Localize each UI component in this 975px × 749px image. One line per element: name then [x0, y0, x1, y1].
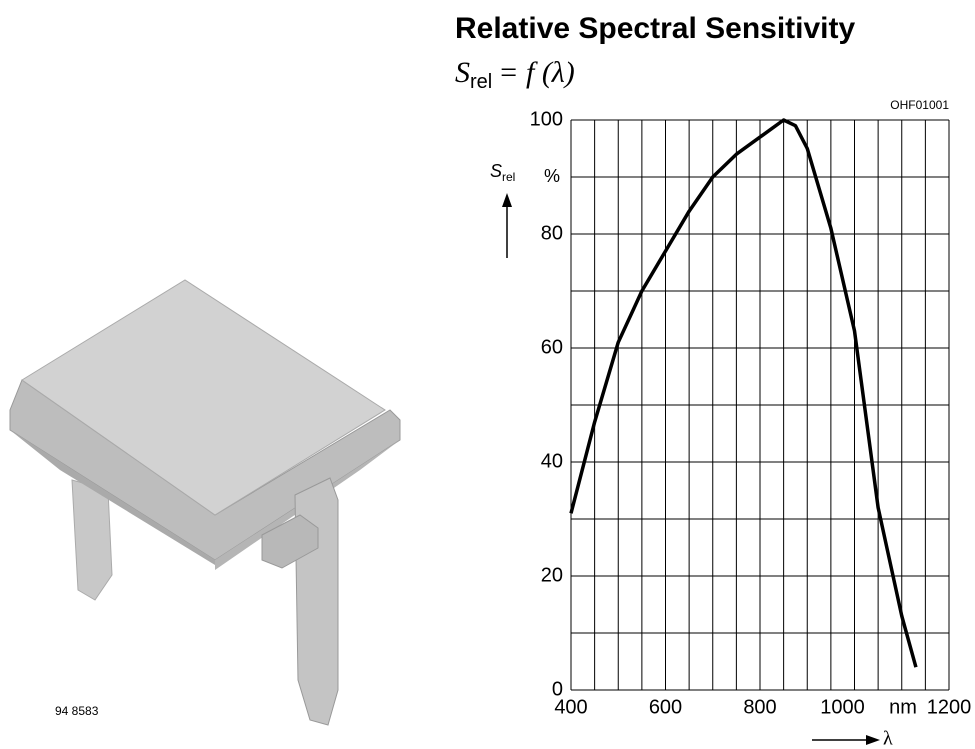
- subscript: rel: [502, 170, 515, 184]
- y-axis-label: Srel: [490, 161, 515, 184]
- chart-title: Relative Spectral Sensitivity: [455, 12, 855, 45]
- x-unit: nm: [889, 696, 917, 718]
- curve: [571, 120, 916, 667]
- page: 94 8583 Relative Spectral Sensitivity Sr…: [0, 0, 975, 749]
- code: OHF01001: [890, 98, 949, 112]
- arrow-head: [502, 193, 512, 207]
- y-tick-label: 80: [541, 222, 563, 244]
- y-tick-label: 0: [552, 678, 563, 700]
- arrow-head: [866, 735, 880, 745]
- subscript: rel: [470, 71, 492, 93]
- x-tick-label: 800: [743, 696, 776, 718]
- formula: = f (λ): [498, 56, 575, 89]
- y-tick-label: 60: [541, 336, 563, 358]
- symbol: S: [455, 56, 470, 89]
- part-number: 94 8583: [55, 704, 99, 718]
- x-tick-label: 1200: [927, 696, 972, 718]
- x-tick-label: 600: [649, 696, 682, 718]
- y-tick-label: 20: [541, 564, 563, 586]
- component-drawing: 94 8583: [10, 280, 400, 725]
- chart-subtitle: Srel = f (λ): [455, 56, 575, 93]
- leg: [295, 478, 338, 725]
- x-tick-label: 1000: [820, 696, 865, 718]
- x-axis-label: λ: [883, 728, 893, 749]
- y-tick-label: 40: [541, 450, 563, 472]
- symbol: S: [490, 161, 502, 181]
- y-tick-label: 100: [530, 108, 563, 130]
- y-unit: %: [544, 166, 560, 186]
